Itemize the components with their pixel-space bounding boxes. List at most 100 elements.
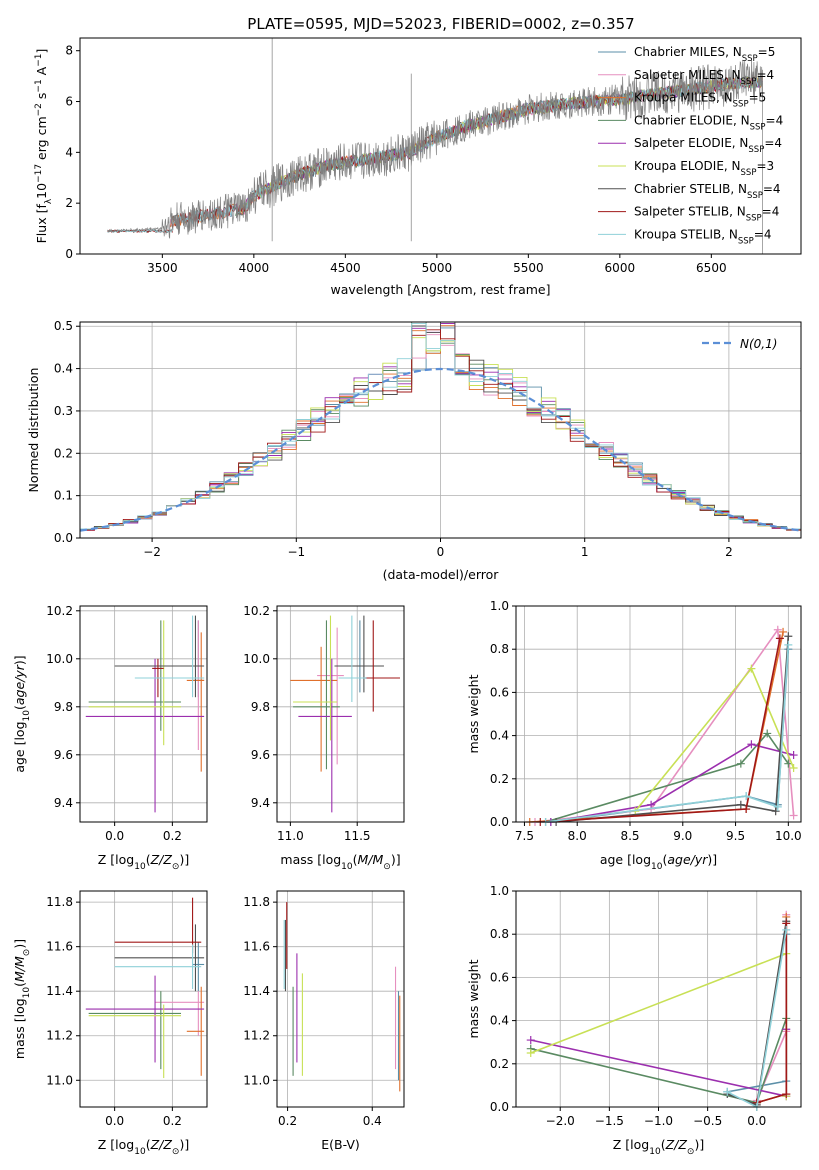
x-tick-label: 0.0 — [105, 829, 124, 843]
legend-label-salpeter-stelib: Salpeter STELIB, NSSP=4 — [634, 205, 779, 224]
error-bar-chabrier-stelib — [114, 924, 205, 992]
x-tick-label: 5500 — [513, 261, 544, 275]
weight-line-kroupa-stelib — [726, 929, 788, 1107]
axes-frame — [276, 890, 405, 1108]
data-spectrum-line — [107, 38, 763, 254]
axes-frame — [276, 605, 405, 823]
x-tick-label: 0.0 — [105, 1114, 124, 1128]
x-tick-label: 5000 — [422, 261, 453, 275]
y-tick-label: 0 — [65, 247, 73, 261]
y-axis-label: Flux [fλ10−17 erg cm−2 s−1 A−1] — [34, 49, 54, 244]
error-bar-salpeter-elodie — [85, 975, 205, 1063]
x-axis-label: mass [log10(M/M⊙)] — [280, 852, 400, 872]
legend: Chabrier MILES, NSSP=5 Salpeter MILES, NS… — [598, 45, 783, 246]
weight-marker-chabrier-stelib — [771, 807, 780, 816]
error-bar-kroupa-elodie — [293, 615, 338, 741]
legend-label-salpeter-miles: Salpeter MILES, NSSP=4 — [634, 68, 774, 87]
y-tick-label: 0.1 — [54, 489, 73, 503]
legend-label-kroupa-elodie: Kroupa ELODIE, NSSP=3 — [634, 159, 774, 178]
weight-marker-kroupa-elodie — [789, 764, 798, 772]
legend-label-normal: N(0,1) — [740, 337, 777, 351]
x-tick-label: 1 — [581, 545, 589, 559]
mass-vs-ebv-panel: 0.2 0.4 11.0 11.2 11.4 11.6 11.8 E(B-V) — [243, 890, 405, 1152]
y-axis-label: mass weight — [466, 959, 481, 1038]
y-tick-label: 2 — [65, 196, 73, 210]
axes-frame — [515, 890, 802, 1108]
y-tick-label: 0.2 — [490, 772, 509, 786]
x-tick-label: 0.2 — [163, 829, 182, 843]
x-tick-label: 4000 — [239, 261, 270, 275]
weight-line-chabrier-elodie — [545, 732, 789, 822]
y-axis-label: mass weight — [466, 674, 481, 753]
y-axis-label: mass [log10(M/M⊙)] — [12, 939, 32, 1059]
y-tick-label: 11.6 — [46, 940, 73, 954]
axes-frame — [79, 890, 208, 1108]
y-tick-label: 11.0 — [243, 1073, 270, 1087]
histogram-salpeter-stelib — [80, 329, 801, 531]
weight-line-chabrier-stelib — [556, 636, 790, 822]
error-bar-kroupa-stelib — [134, 615, 205, 698]
residual-histogram-panel: −2 −1 0 1 2 0.0 0.1 0.2 0.3 0.4 0.5 (data-model)/er… — [26, 319, 802, 582]
y-tick-label: 9.6 — [251, 748, 270, 762]
y-tick-label: 9.4 — [54, 796, 73, 810]
y-tick-label: 4 — [65, 145, 73, 159]
weight-marker-chabrier-elodie — [763, 729, 772, 738]
x-axis-label: E(B-V) — [321, 1137, 360, 1152]
weight-line-salpeter-elodie — [550, 743, 794, 822]
y-tick-label: 11.0 — [46, 1073, 73, 1087]
weight-marker-chabrier-stelib — [784, 632, 793, 641]
spectrum-panel: 3500 4000 4500 5000 5500 6000 6500 0 2 4 6 8 wavelen… — [34, 37, 802, 297]
error-bar-kroupa-miles — [290, 646, 338, 772]
y-tick-label: 11.2 — [46, 1029, 73, 1043]
error-bar-kroupa-elodie — [88, 620, 182, 746]
x-tick-label: −2 — [143, 545, 161, 559]
y-tick-label: 0.0 — [54, 531, 73, 545]
error-bar-chabrier-elodie — [88, 620, 182, 731]
age-vs-mass-panel: 11.0 11.5 9.4 9.6 9.8 10.0 10.2 mass [log10(M/M… — [243, 604, 405, 872]
error-bar-chabrier-stelib — [114, 615, 205, 698]
x-axis-label: Z [log10(Z/Z⊙)] — [98, 852, 189, 872]
y-tick-label: 11.8 — [46, 895, 73, 909]
x-tick-label: 9.5 — [726, 829, 745, 843]
x-tick-label: 0.0 — [747, 1114, 766, 1128]
y-tick-label: 0.0 — [490, 1100, 509, 1114]
x-tick-label: −2.0 — [546, 1114, 575, 1128]
error-bar-kroupa-elodie — [88, 1004, 182, 1079]
y-tick-label: 0.2 — [490, 1057, 509, 1071]
error-bar-salpeter-stelib — [366, 620, 400, 712]
weight-marker-kroupa-elodie — [526, 1049, 535, 1057]
y-tick-label: 0.8 — [490, 642, 509, 656]
error-bar-chabrier-elodie — [293, 620, 340, 770]
error-bar-kroupa-stelib — [114, 944, 202, 989]
y-tick-label: 6 — [65, 95, 73, 109]
x-tick-label: −1.5 — [595, 1114, 624, 1128]
legend-label-kroupa-stelib: Kroupa STELIB, NSSP=4 — [634, 227, 772, 246]
x-axis-label: age [log10(age/yr)] — [600, 852, 717, 872]
weight-marker-salpeter-miles — [789, 811, 798, 820]
y-tick-label: 11.8 — [243, 895, 270, 909]
age-vs-metallicity-panel: 0.0 0.2 9.4 9.6 9.8 10.0 10.2 Z [log10(Z/Z⊙)] ag… — [12, 604, 208, 872]
legend-label-chabrier-miles: Chabrier MILES, NSSP=5 — [634, 45, 775, 64]
weight-marker-salpeter-stelib — [782, 1090, 791, 1099]
weight-marker-kroupa-stelib — [773, 802, 782, 811]
y-tick-label: 0.5 — [54, 319, 73, 333]
y-tick-label: 9.8 — [54, 700, 73, 714]
y-tick-label: 9.6 — [54, 748, 73, 762]
x-tick-label: 11.5 — [344, 829, 371, 843]
axes-frame — [515, 605, 802, 823]
x-tick-label: 6000 — [605, 261, 636, 275]
y-tick-label: 0.6 — [490, 685, 509, 699]
mass-vs-metallicity-panel: 0.0 0.2 11.0 11.2 11.4 11.6 11.8 Z [log10(Z/Z⊙)… — [12, 890, 208, 1157]
x-axis-label: wavelength [Angstrom, rest frame] — [330, 282, 550, 297]
error-bar-salpeter-miles — [155, 991, 205, 1036]
x-tick-label: 11.0 — [277, 829, 304, 843]
y-tick-label: 11.4 — [243, 984, 270, 998]
y-tick-label: 11.4 — [46, 984, 73, 998]
x-tick-label: 0.2 — [163, 1114, 182, 1128]
histogram-chabrier-stelib — [80, 322, 801, 531]
y-tick-label: 9.8 — [251, 700, 270, 714]
weight-marker-kroupa-stelib — [742, 792, 751, 801]
y-tick-label: 10.0 — [46, 652, 73, 666]
error-bar-kroupa-miles — [186, 986, 205, 1076]
